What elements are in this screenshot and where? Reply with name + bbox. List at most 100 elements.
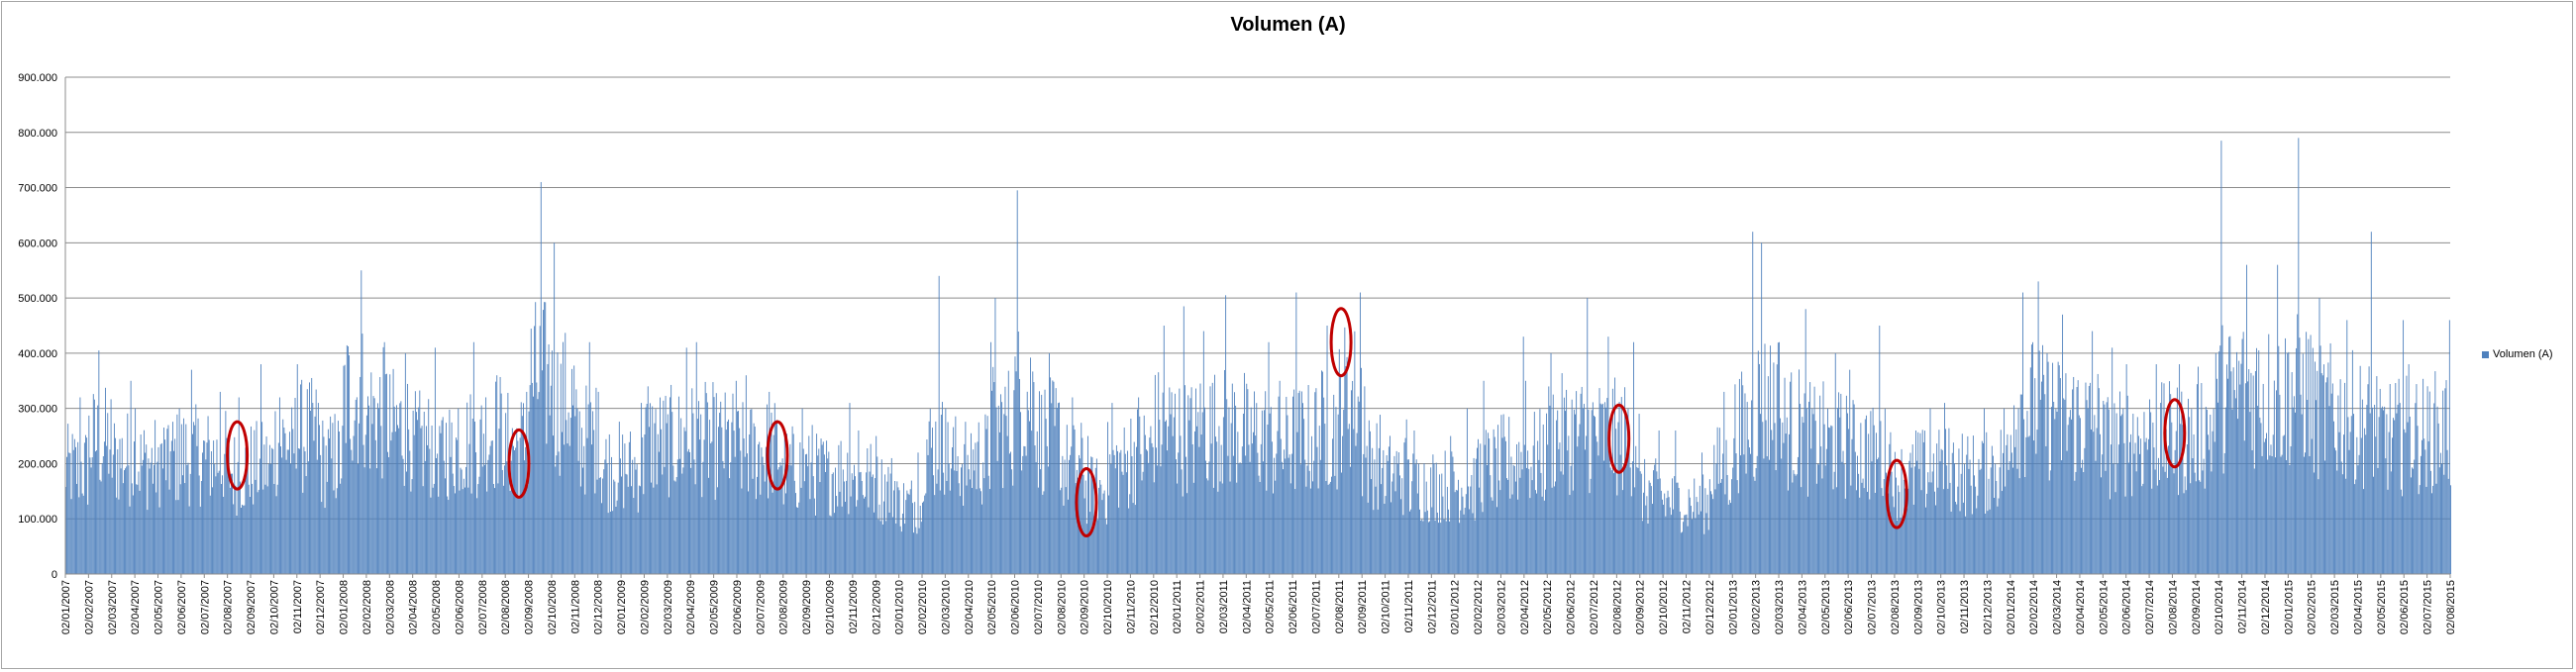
bar xyxy=(1902,518,1904,574)
bar xyxy=(2373,476,2374,574)
bar xyxy=(2105,470,2107,574)
bar xyxy=(2282,435,2284,574)
bar xyxy=(1258,475,1260,574)
bar xyxy=(249,497,251,574)
bar xyxy=(1530,466,1532,574)
bar xyxy=(1881,488,1883,574)
bar xyxy=(346,344,348,574)
x-tick-label: 02/07/2010 xyxy=(1033,580,1045,634)
x-tick-label: 02/01/2013 xyxy=(1727,580,1739,634)
bar xyxy=(214,463,216,574)
bar xyxy=(197,418,199,574)
bar xyxy=(1696,497,1698,574)
bar xyxy=(960,467,962,574)
bar xyxy=(2112,463,2114,574)
bar xyxy=(545,302,547,574)
bar xyxy=(471,418,473,574)
bar xyxy=(1425,481,1427,574)
bar xyxy=(1170,414,1172,574)
bar xyxy=(1499,490,1501,574)
bar xyxy=(192,433,193,574)
bar xyxy=(427,444,429,574)
bar xyxy=(2260,423,2262,574)
bar xyxy=(1110,463,1112,574)
bar xyxy=(75,446,76,574)
x-tick-label: 02/02/2013 xyxy=(1751,580,1763,634)
bar xyxy=(291,407,293,574)
bar xyxy=(547,363,549,574)
bar xyxy=(345,442,347,574)
bar xyxy=(1380,415,1381,574)
bar xyxy=(692,413,694,574)
bar xyxy=(1774,423,1776,574)
bar xyxy=(1763,458,1765,574)
bar xyxy=(629,432,631,574)
bar xyxy=(2375,436,2377,574)
bar xyxy=(168,489,170,574)
bar xyxy=(1480,443,1482,574)
x-tick-label: 02/12/2007 xyxy=(315,580,327,634)
bar xyxy=(647,386,649,574)
bar xyxy=(2221,325,2223,574)
bar xyxy=(1206,478,1208,574)
bar xyxy=(1074,429,1076,574)
bar xyxy=(128,465,130,574)
bar xyxy=(1051,403,1053,574)
bar xyxy=(1298,390,1300,574)
bar xyxy=(2079,418,2081,574)
bar xyxy=(1827,408,1828,574)
bar xyxy=(2310,335,2312,574)
bar xyxy=(790,465,792,574)
bar xyxy=(200,481,202,574)
bar xyxy=(1745,473,1747,574)
bar xyxy=(712,382,714,574)
bar xyxy=(2137,435,2139,574)
bar xyxy=(2032,341,2033,574)
bar xyxy=(1402,515,1404,574)
bar xyxy=(391,432,393,574)
bar xyxy=(776,420,777,574)
bar xyxy=(2097,373,2099,574)
bar xyxy=(182,475,183,574)
bar xyxy=(1655,458,1657,574)
bar xyxy=(512,445,514,574)
bar xyxy=(811,425,813,574)
bar xyxy=(2445,380,2447,574)
bar xyxy=(953,427,955,574)
bar xyxy=(769,391,771,574)
bar xyxy=(312,403,314,574)
bar xyxy=(106,445,108,574)
bar xyxy=(2343,434,2344,574)
bar xyxy=(1674,476,1676,574)
bar xyxy=(247,453,249,574)
x-tick-label: 02/10/2008 xyxy=(547,580,559,634)
bar xyxy=(419,390,421,574)
bar xyxy=(223,496,225,574)
bar xyxy=(1318,426,1320,574)
bar xyxy=(2331,383,2333,574)
bar xyxy=(2107,397,2109,574)
bar xyxy=(147,510,149,574)
bar xyxy=(658,451,660,574)
bar xyxy=(911,503,913,574)
bar xyxy=(454,493,456,574)
bar xyxy=(1803,393,1805,574)
bar xyxy=(398,428,400,574)
bar xyxy=(934,495,936,574)
bar xyxy=(1192,482,1194,574)
bar xyxy=(1579,424,1581,574)
bar xyxy=(2397,404,2399,574)
bar xyxy=(672,465,674,574)
bar xyxy=(1269,413,1271,574)
bar xyxy=(225,411,227,574)
bar xyxy=(1121,471,1123,574)
bar xyxy=(1441,473,1443,574)
bar xyxy=(2378,417,2380,574)
bar xyxy=(202,452,203,574)
bar xyxy=(281,457,283,574)
bar xyxy=(365,415,367,574)
bar xyxy=(520,402,522,574)
bar xyxy=(805,454,806,574)
bar xyxy=(583,445,585,574)
bar xyxy=(641,403,643,574)
